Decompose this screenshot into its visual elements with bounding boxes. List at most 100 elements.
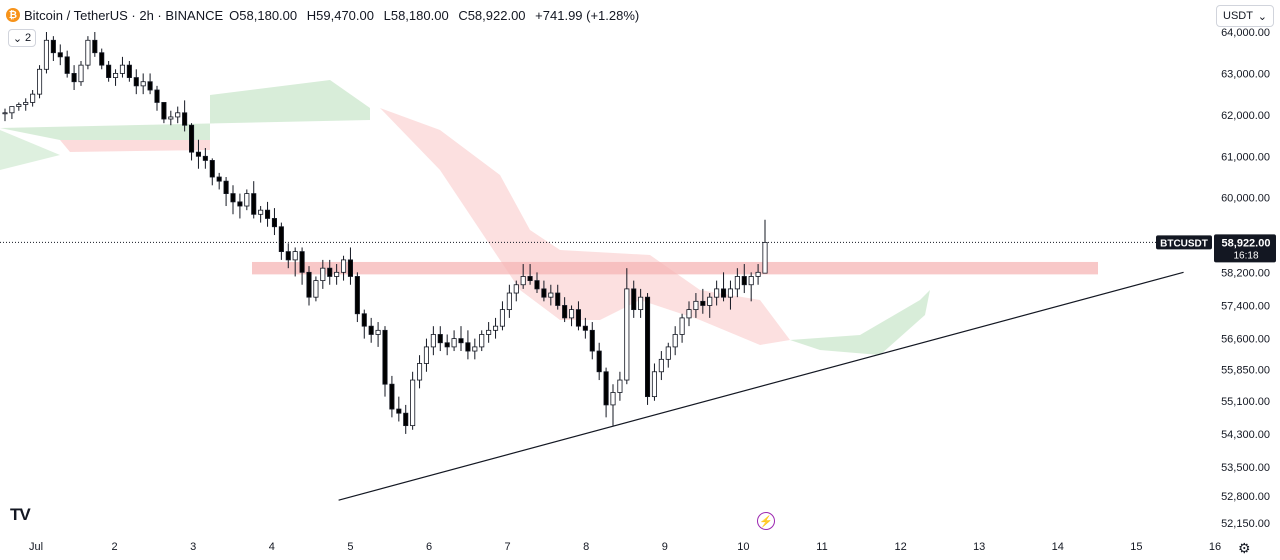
candle [430,334,436,348]
candle [37,68,43,95]
candle [734,276,740,290]
ichimoku-cloud-bull [0,130,60,170]
candle [499,309,505,327]
candle [175,112,181,118]
close-value: C58,922.00 [458,7,526,23]
candle [638,296,644,311]
candle [437,334,443,344]
y-tick-label: 60,000.00 [1221,193,1270,205]
candle [658,358,664,373]
candle [603,371,609,406]
candle [610,392,616,406]
candle [721,288,727,298]
candle [347,259,353,277]
candle [582,325,588,331]
candle [57,52,63,58]
candle [589,329,595,352]
candle [154,89,160,103]
x-tick-label: 12 [894,541,906,553]
indicator-count: 2 [25,32,32,44]
y-tick-label: 55,850.00 [1221,365,1270,377]
candle [354,276,360,315]
candle [244,193,250,207]
candle [403,412,409,427]
candle [417,363,423,381]
y-tick-label: 56,600.00 [1221,334,1270,346]
high-value: H59,470.00 [306,7,374,23]
candle [423,346,429,364]
candle [299,251,305,273]
y-tick-label: 53,500.00 [1221,462,1270,474]
chevron-down-icon: ⌄ [1257,10,1267,23]
candle [133,77,139,87]
candle [168,116,174,120]
y-tick-label: 62,000.00 [1221,110,1270,122]
candle [106,64,112,78]
symbol-title[interactable]: Bitcoin / TetherUS · 2h · BINANCE [24,7,224,23]
candle [313,280,319,298]
candle [569,309,575,319]
ohlc-values: O58,180.00 H59,470.00 L58,180.00 C58,922… [229,8,639,23]
candle [375,329,381,335]
candle [265,209,271,219]
candle [693,300,699,311]
candle [161,102,167,120]
candle [30,93,36,103]
candle [9,106,15,114]
candle [451,338,457,348]
candle [368,325,374,335]
candle [223,180,229,194]
y-tick-label: 63,000.00 [1221,68,1270,80]
x-tick-label: 2 [112,541,118,553]
candle [472,346,478,352]
candle [16,104,22,107]
y-tick-label: 54,300.00 [1221,429,1270,441]
y-tick-label: 57,400.00 [1221,300,1270,312]
candle [202,155,208,161]
candle [113,73,119,78]
x-tick-label: 7 [505,541,511,553]
settings-icon[interactable]: ⚙ [1238,540,1251,556]
y-tick-label: 61,000.00 [1221,151,1270,163]
candle [596,350,602,373]
candle [665,346,671,360]
chevron-down-icon: ⌄ [12,32,23,45]
ticker-label: BTCUSDT [1160,238,1208,249]
candle [506,292,512,311]
candle [465,342,471,352]
candle [85,39,91,66]
candle [762,242,768,274]
x-tick-label: Jul [29,541,43,553]
candle [707,296,713,306]
x-tick-label: 9 [662,541,668,553]
candle [320,267,326,282]
candle [126,64,132,78]
currency-selector[interactable]: USDT ⌄ [1216,5,1274,27]
x-tick-label: 15 [1130,541,1142,553]
candle [251,193,257,215]
candle [748,276,754,286]
y-tick-label: 64,000.00 [1221,27,1270,39]
candle [182,112,188,126]
candle [341,259,347,273]
candle [216,176,222,182]
candle [2,112,8,115]
candle [306,271,312,298]
candle [631,288,637,311]
price-tag [1214,234,1276,263]
y-tick-label: 58,200.00 [1221,267,1270,279]
x-tick-label: 14 [1052,541,1064,553]
indicators-toggle-button[interactable]: ⌄ 2 [8,29,36,47]
candle [679,317,685,335]
candle [71,73,77,83]
tradingview-logo[interactable]: TV [10,505,31,524]
ichimoku-cloud-bull [790,290,930,355]
chart-legend: ₿ Bitcoin / TetherUS · 2h · BINANCE O58,… [6,4,639,26]
candle [99,52,105,66]
candle [396,408,402,414]
candle [444,342,450,348]
lightning-icon[interactable]: ⚡ [757,512,775,530]
candle [555,292,561,306]
candle [271,218,277,228]
